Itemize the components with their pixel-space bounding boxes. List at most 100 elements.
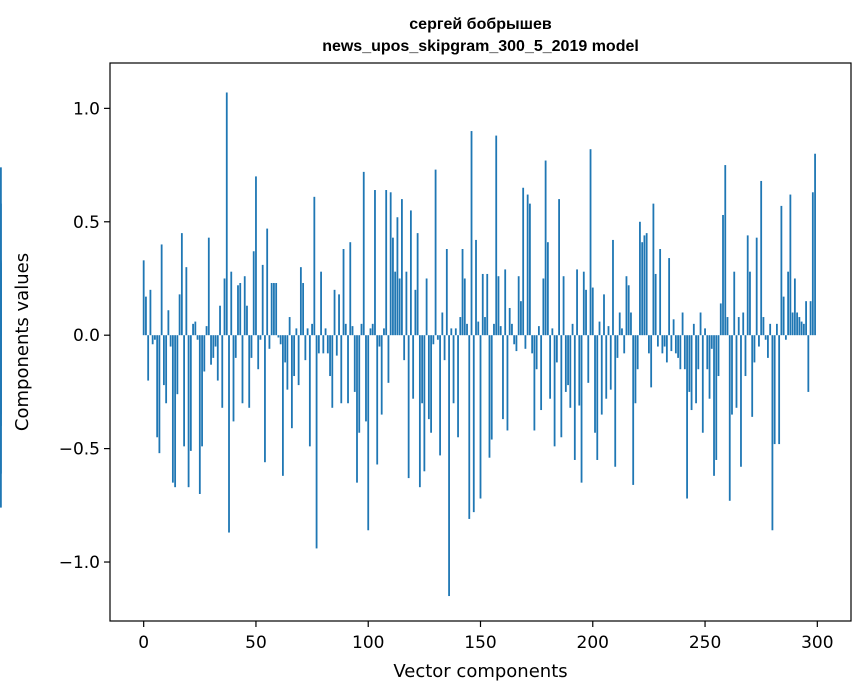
bar: [690, 335, 693, 411]
bar: [686, 335, 688, 499]
bar: [441, 312, 444, 336]
bar: [499, 326, 502, 336]
bar: [468, 335, 471, 519]
bar: [600, 335, 603, 415]
bar: [571, 323, 574, 336]
bar: [326, 335, 329, 354]
bar: [259, 335, 262, 340]
bar: [789, 194, 792, 336]
bar: [778, 335, 781, 445]
bar: [279, 335, 282, 345]
x-tick-label: 0: [138, 633, 149, 653]
bar: [679, 335, 682, 370]
bar: [614, 335, 617, 467]
bar: [522, 187, 525, 336]
bar: [731, 335, 733, 415]
bar: [154, 335, 156, 340]
bar: [418, 335, 421, 488]
bar: [203, 335, 206, 372]
bar: [652, 203, 655, 336]
bar: [546, 242, 549, 336]
bar: [171, 335, 174, 483]
bar: [196, 335, 199, 340]
bar: [544, 160, 547, 336]
bar: [623, 335, 626, 354]
bar: [308, 335, 311, 447]
bar: [145, 296, 147, 336]
x-tick-label: 50: [245, 633, 267, 653]
bar: [189, 335, 192, 451]
bar: [553, 335, 556, 447]
bar: [156, 335, 159, 438]
bar: [701, 335, 704, 433]
bar: [149, 289, 152, 336]
bar: [511, 323, 513, 336]
bar: [533, 335, 536, 431]
bar: [605, 335, 608, 399]
bar: [576, 269, 578, 336]
bar: [401, 199, 403, 336]
x-axis: 0 50 100 150 200 250 300: [138, 621, 834, 653]
bar: [800, 321, 803, 336]
bar: [733, 271, 736, 336]
bar: [493, 323, 495, 336]
bar: [243, 276, 246, 336]
bar: [147, 335, 150, 381]
bar: [562, 276, 565, 336]
bar: [704, 328, 706, 336]
bar: [484, 317, 486, 336]
bar: [205, 326, 208, 336]
bar: [324, 328, 327, 336]
bar: [807, 335, 810, 392]
bar: [214, 335, 217, 347]
bar: [740, 335, 742, 467]
bar: [784, 335, 787, 340]
bar: [407, 335, 410, 479]
bar: [317, 335, 320, 354]
bar: [517, 276, 520, 336]
bar: [398, 278, 401, 336]
bar: [284, 335, 287, 363]
bar: [674, 335, 677, 354]
bar: [769, 323, 772, 336]
bar: [427, 335, 430, 420]
bar: [531, 335, 534, 354]
bar: [744, 335, 747, 377]
bar: [621, 328, 623, 336]
bar: [668, 258, 671, 336]
y-tick-label: 0.0: [73, 326, 100, 346]
bar: [389, 192, 392, 336]
bar: [746, 235, 749, 336]
bar: [151, 335, 154, 345]
bar: [515, 335, 518, 352]
bar: [463, 278, 466, 336]
bar: [241, 335, 244, 404]
bar: [589, 149, 592, 336]
bar: [392, 237, 394, 336]
bar: [504, 269, 507, 336]
bar: [612, 239, 614, 336]
bar: [706, 335, 709, 370]
bar: [661, 335, 664, 354]
bar: [362, 171, 365, 336]
y-tick-label: 1.0: [73, 99, 100, 119]
bar: [688, 335, 691, 392]
bar: [369, 328, 372, 336]
bar: [578, 335, 581, 406]
x-tick-label: 200: [577, 633, 609, 653]
bar: [663, 335, 666, 347]
bar: [320, 271, 322, 336]
bar: [210, 335, 212, 365]
bar: [728, 335, 731, 501]
bar: [270, 283, 273, 336]
bar: [198, 335, 201, 494]
bar: [403, 335, 406, 361]
bar: [367, 335, 370, 531]
bar: [358, 335, 361, 433]
bar: [582, 271, 585, 336]
bar: [322, 335, 325, 354]
bar: [248, 335, 251, 408]
bar: [573, 335, 576, 460]
bar: [814, 153, 816, 336]
bar: [598, 321, 601, 336]
